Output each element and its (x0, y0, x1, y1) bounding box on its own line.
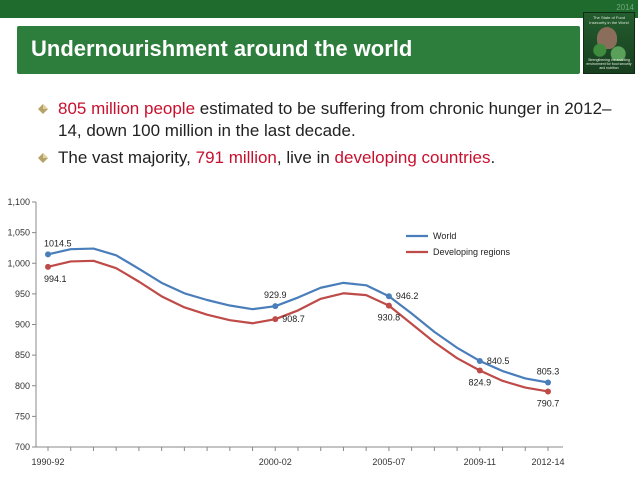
report-cover-image: The State of Food Insecurity in the Worl… (583, 12, 635, 74)
data-label: 790.7 (537, 398, 560, 408)
y-tick-label: 950 (15, 289, 30, 299)
cover-footer: Strengthening the enabling environment f… (586, 58, 632, 70)
data-point-world (385, 293, 392, 300)
top-banner: 2014 (0, 0, 638, 18)
highlighted-text: 805 million people (58, 99, 196, 118)
data-label: 930.8 (378, 313, 401, 323)
y-tick-label: 1,000 (7, 258, 30, 268)
x-tick-label: 2009-11 (464, 457, 496, 467)
data-label: 994.1 (44, 274, 67, 284)
data-point-developing (272, 316, 279, 323)
legend-label: Developing regions (433, 247, 511, 257)
bullet-item: 805 million people estimated to be suffe… (38, 98, 618, 142)
data-point-developing (45, 263, 51, 270)
x-tick-label: 2005-07 (372, 457, 405, 467)
data-label: 1014.5 (44, 238, 72, 248)
data-label: 805.3 (537, 367, 560, 377)
legend-label: World (433, 231, 456, 241)
y-tick-label: 900 (15, 320, 30, 330)
bullet-text: The vast majority, 791 million, live in … (58, 148, 495, 167)
data-label: 908.7 (282, 314, 305, 324)
series-line-world (47, 247, 549, 384)
bullet-text-part: , live in (276, 148, 335, 167)
data-point-world (476, 357, 483, 364)
highlighted-text: 791 million (195, 148, 277, 167)
y-tick-label: 700 (15, 442, 30, 452)
data-label: 824.9 (469, 377, 492, 387)
cover-title: The State of Food Insecurity in the Worl… (589, 15, 629, 25)
x-tick-label: 2012-14 (531, 457, 564, 467)
title-bar: Undernourishment around the world (17, 26, 580, 74)
bullet-marker-icon (38, 153, 48, 163)
y-tick-label: 850 (15, 350, 30, 360)
data-point-developing (385, 302, 392, 309)
data-point-developing (545, 388, 551, 395)
year-tag: 2014 (616, 3, 634, 12)
data-label: 946.2 (396, 291, 419, 301)
y-tick-label: 800 (15, 381, 30, 391)
y-tick-label: 1,050 (7, 228, 30, 238)
data-point-world (45, 251, 51, 258)
data-point-developing (476, 367, 483, 374)
data-label: 929.9 (264, 290, 287, 300)
bullet-marker-icon (38, 104, 48, 114)
data-label: 840.5 (487, 356, 510, 366)
bullet-text-part: estimated to be suffering from chronic h… (58, 99, 612, 140)
data-point-world (545, 379, 551, 386)
y-tick-label: 1,100 (7, 198, 30, 207)
x-tick-label: 2000-02 (259, 457, 292, 467)
bullet-item: The vast majority, 791 million, live in … (38, 147, 618, 169)
data-point-world (272, 303, 279, 310)
bullet-text-part: . (490, 148, 496, 167)
bullet-text-part: The vast majority, (58, 148, 196, 167)
bullet-text: 805 million people estimated to be suffe… (58, 99, 611, 140)
page-title: Undernourishment around the world (31, 36, 413, 61)
y-tick-label: 750 (15, 411, 30, 421)
series-line-developing (47, 259, 549, 393)
undernourishment-line-chart: 700 750 800 850 900 950 1,000 1,050 1,100 1990-92… (7, 198, 564, 467)
highlighted-text: developing countries (334, 148, 491, 167)
cover-photo-leaves (586, 43, 632, 61)
bullet-list: 805 million people estimated to be suffe… (38, 98, 618, 174)
x-tick-label: 1990-92 (31, 457, 64, 467)
